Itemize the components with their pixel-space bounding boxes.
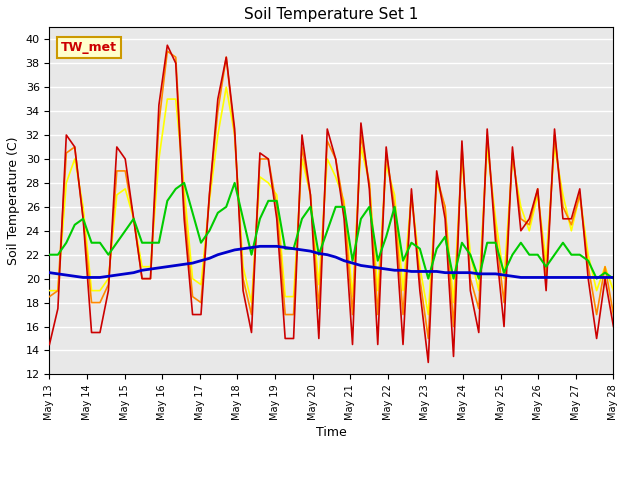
Legend: SoilT1_02, SoilT1_04, SoilT1_08, SoilT1_16, SoilT1_32: SoilT1_02, SoilT1_04, SoilT1_08, SoilT1_…: [64, 478, 599, 480]
Text: TW_met: TW_met: [61, 41, 116, 54]
Title: Soil Temperature Set 1: Soil Temperature Set 1: [244, 7, 419, 22]
X-axis label: Time: Time: [316, 426, 347, 439]
Y-axis label: Soil Temperature (C): Soil Temperature (C): [7, 137, 20, 265]
